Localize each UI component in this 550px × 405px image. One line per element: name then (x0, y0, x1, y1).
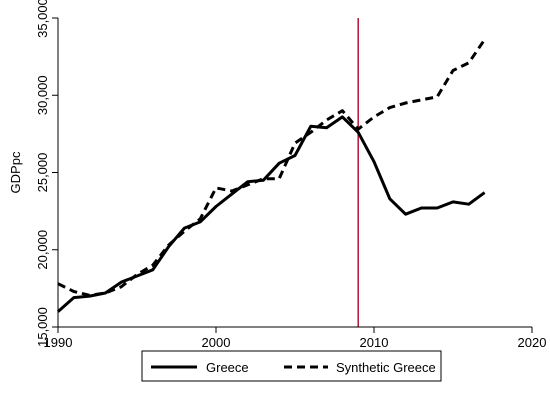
x-tick-label: 2020 (518, 335, 547, 350)
legend: Greece Synthetic Greece (141, 350, 442, 382)
y-tick-label: 30,000 (35, 75, 50, 115)
x-tick-label: 1990 (44, 335, 73, 350)
legend-label-synthetic-greece: Synthetic Greece (336, 360, 436, 375)
y-tick-label: 35,000 (35, 0, 50, 38)
y-tick-label: 15,000 (35, 307, 50, 347)
x-tick-label: 2000 (202, 335, 231, 350)
series-line-synthetic-greece (57, 38, 486, 297)
y-axis-title: GDPpc (8, 151, 23, 193)
x-tick-label: 2010 (360, 335, 389, 350)
y-tick-label: 20,000 (35, 230, 50, 270)
y-tick-label: 25,000 (35, 153, 50, 193)
legend-label-greece: Greece (206, 360, 249, 375)
series-line-greece (57, 115, 486, 313)
